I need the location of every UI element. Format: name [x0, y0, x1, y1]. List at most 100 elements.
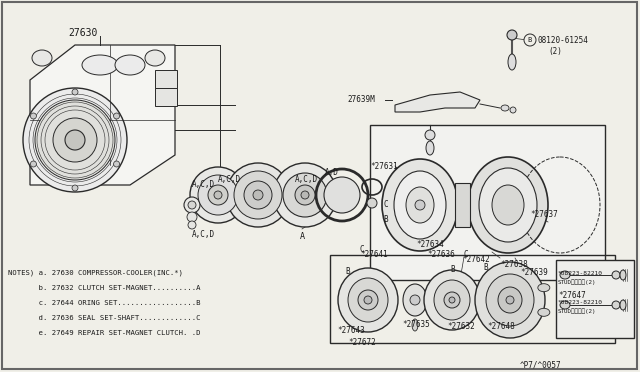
Ellipse shape: [560, 301, 570, 309]
Ellipse shape: [612, 301, 620, 309]
Text: b. 27632 CLUTCH SET-MAGNET..........A: b. 27632 CLUTCH SET-MAGNET..........A: [8, 285, 200, 291]
Text: d. 27636 SEAL SET-SHAFT.............C: d. 27636 SEAL SET-SHAFT.............C: [8, 315, 200, 321]
Ellipse shape: [620, 270, 626, 280]
Ellipse shape: [113, 113, 120, 119]
Ellipse shape: [507, 30, 517, 40]
Ellipse shape: [382, 159, 458, 251]
Ellipse shape: [72, 89, 78, 95]
Text: C: C: [360, 245, 365, 254]
Ellipse shape: [367, 198, 377, 208]
Ellipse shape: [424, 270, 480, 330]
Text: B: B: [383, 215, 388, 224]
Text: B: B: [483, 263, 488, 272]
Ellipse shape: [538, 308, 550, 316]
Ellipse shape: [412, 319, 418, 331]
Ellipse shape: [214, 191, 222, 199]
Ellipse shape: [394, 171, 446, 239]
Ellipse shape: [560, 271, 570, 279]
Bar: [455, 183, 470, 227]
Ellipse shape: [410, 295, 420, 305]
Ellipse shape: [188, 221, 196, 229]
Ellipse shape: [32, 50, 52, 66]
Text: *27638: *27638: [500, 260, 528, 269]
Text: *08223-82210: *08223-82210: [558, 271, 603, 276]
Ellipse shape: [226, 163, 290, 227]
Ellipse shape: [53, 118, 97, 162]
Ellipse shape: [406, 187, 434, 223]
Text: ^P7/^0057: ^P7/^0057: [520, 360, 562, 369]
Ellipse shape: [506, 296, 514, 304]
Ellipse shape: [72, 185, 78, 191]
Bar: [556, 260, 634, 338]
Ellipse shape: [187, 212, 197, 222]
Ellipse shape: [492, 185, 524, 225]
Text: B: B: [528, 37, 532, 43]
Ellipse shape: [188, 201, 196, 209]
Text: c. 27644 ORING SET..................B: c. 27644 ORING SET..................B: [8, 300, 200, 306]
Text: 08120-61254: 08120-61254: [537, 36, 588, 45]
Text: A: A: [300, 232, 305, 241]
Bar: [330, 255, 615, 343]
Bar: [155, 88, 177, 106]
Text: *27632: *27632: [447, 322, 475, 331]
Bar: [155, 70, 177, 88]
Ellipse shape: [198, 175, 238, 215]
Text: C: C: [383, 200, 388, 209]
Ellipse shape: [244, 181, 272, 209]
Text: *27647: *27647: [558, 291, 586, 300]
Text: C: C: [463, 250, 468, 259]
Ellipse shape: [31, 113, 36, 119]
Bar: [370, 125, 605, 280]
Text: (2): (2): [548, 47, 562, 56]
Text: A,D: A,D: [325, 168, 339, 177]
Text: *08223-82210: *08223-82210: [558, 300, 603, 305]
Text: 27639M: 27639M: [347, 95, 375, 104]
Ellipse shape: [486, 274, 534, 326]
Text: *27641: *27641: [360, 250, 388, 259]
Ellipse shape: [324, 177, 360, 213]
Polygon shape: [395, 92, 480, 112]
Ellipse shape: [82, 55, 118, 75]
Ellipse shape: [190, 167, 246, 223]
Ellipse shape: [23, 88, 127, 192]
Ellipse shape: [510, 107, 516, 113]
Text: NOTES) a. 27630 COMPRESSOR-COOLER(INC.*): NOTES) a. 27630 COMPRESSOR-COOLER(INC.*): [8, 270, 183, 276]
Circle shape: [524, 34, 536, 46]
Ellipse shape: [425, 130, 435, 140]
Text: *27648: *27648: [487, 322, 515, 331]
Ellipse shape: [65, 130, 85, 150]
Ellipse shape: [612, 271, 620, 279]
Ellipse shape: [234, 171, 282, 219]
Text: *27639: *27639: [520, 268, 548, 277]
Text: A,C,D: A,C,D: [192, 230, 215, 239]
Text: STUDスタッド(2): STUDスタッド(2): [558, 279, 596, 285]
Ellipse shape: [498, 287, 522, 313]
Ellipse shape: [508, 54, 516, 70]
Text: A,C,D: A,C,D: [192, 180, 215, 189]
Ellipse shape: [113, 161, 120, 167]
Text: *27642: *27642: [462, 255, 490, 264]
Text: *27672: *27672: [348, 338, 376, 347]
Ellipse shape: [501, 105, 509, 111]
Text: *27631: *27631: [370, 162, 397, 171]
Text: *27643: *27643: [337, 326, 365, 335]
Ellipse shape: [475, 262, 545, 338]
Ellipse shape: [301, 191, 309, 199]
Ellipse shape: [538, 284, 550, 292]
Text: *27637: *27637: [530, 210, 557, 219]
Text: A,C,D: A,C,D: [218, 175, 241, 184]
Ellipse shape: [449, 297, 455, 303]
Ellipse shape: [35, 100, 115, 180]
Ellipse shape: [434, 280, 470, 320]
Ellipse shape: [283, 173, 327, 217]
Ellipse shape: [273, 163, 337, 227]
Ellipse shape: [403, 284, 427, 316]
Text: *27634: *27634: [416, 240, 444, 249]
Text: STUDスタッド(2): STUDスタッド(2): [558, 308, 596, 314]
Text: 27630: 27630: [68, 28, 97, 38]
Ellipse shape: [620, 300, 626, 310]
Ellipse shape: [415, 200, 425, 210]
Ellipse shape: [145, 50, 165, 66]
Ellipse shape: [208, 185, 228, 205]
Ellipse shape: [426, 141, 434, 155]
